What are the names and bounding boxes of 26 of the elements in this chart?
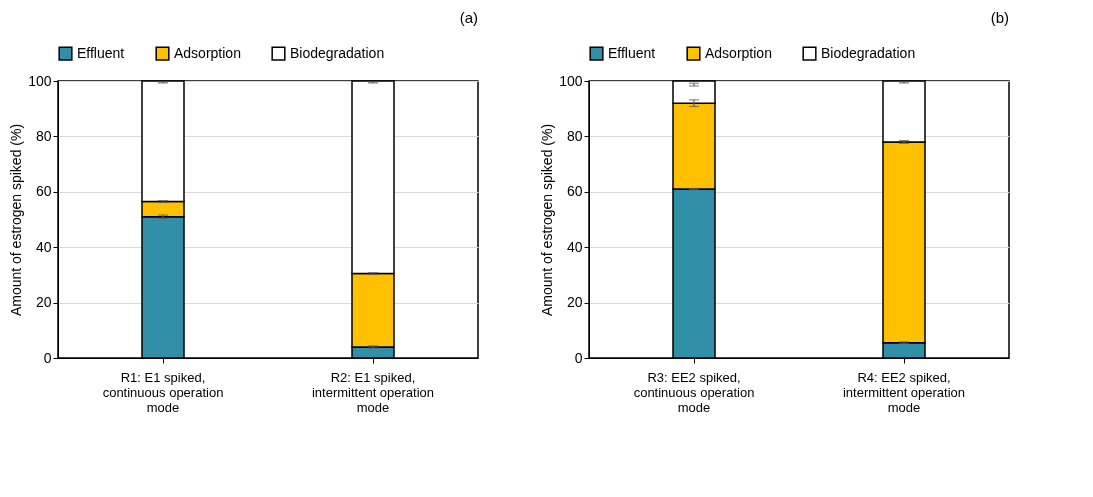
legend-label: Biodegradation [821,44,916,61]
legend-label: Adsorption [705,44,772,61]
y-tick-label: 20 [566,294,583,311]
y-tick-label: 0 [574,349,583,366]
y-axis-title: Amount of estrogen spiked (%) [539,123,556,317]
x-tick-label: R3: EE2 spiked, continuous operation mode [633,369,755,415]
y-tick-label: 80 [566,127,583,144]
y-tick-label: 60 [35,183,52,200]
legend-label: Biodegradation [290,44,385,61]
y-tick-label: 0 [43,349,52,366]
y-tick-label: 100 [28,72,52,89]
y-tick-label: 20 [35,294,52,311]
y-tick-label: 100 [559,72,583,89]
y-axis-title: Amount of estrogen spiked (%) [8,123,25,317]
y-tick-label: 80 [35,127,52,144]
chart-title: (b) [990,9,1009,26]
y-tick-label: 60 [566,183,583,200]
x-tick-label: R4: EE2 spiked, intermittent operation mode [842,369,966,415]
chart-title: (a) [459,9,478,26]
x-tick-label: R2: E1 spiked, intermittent operation mode [311,369,435,415]
y-tick-label: 40 [566,238,583,255]
y-tick-label: 40 [35,238,52,255]
legend-label: Adsorption [174,44,241,61]
x-tick-label: R1: E1 spiked, continuous operation mode [102,369,224,415]
legend-label: Effluent [77,44,125,61]
legend-label: Effluent [608,44,656,61]
